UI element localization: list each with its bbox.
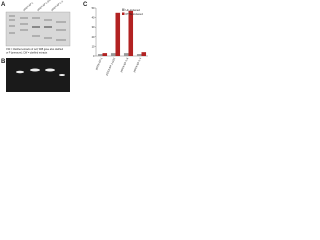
x-tick-label: pGEX-6P-1-GST [105,56,117,76]
bar [115,12,121,57]
bar [141,52,147,56]
bar [102,53,108,56]
x-tick-label: pGEX-6P-1-Y [132,56,142,72]
y-tick-label: 50 [92,6,95,10]
caption-line: or P (pressure); CW = clarified extracts [6,52,48,55]
bar [128,10,134,56]
blot-bands [16,68,65,76]
panel-c-label: C [83,2,88,8]
caption-line: CW = Clarified extracts of cell; W/B gav… [6,48,64,51]
legend-label: IPTG-induced [126,12,144,16]
gel-bands [9,15,66,41]
lane-label: pGEX-6P-1-GST [37,0,53,12]
x-tick-label: pGEX-6P-1 [94,56,103,70]
gel [5,11,71,47]
legend-swatch [122,8,125,11]
y-tick-label: 20 [92,35,95,39]
x-tick-label: pGEX-6P-1-X [119,56,129,72]
y-tick-label: 40 [92,16,95,20]
bar [110,53,116,56]
bar [97,54,103,56]
legend-swatch [122,12,125,15]
bar [123,53,129,56]
lane-label: pGEX-6P-1-X [51,0,64,12]
panel-a-label: A [1,2,6,8]
y-tick-label: 10 [92,44,95,48]
panel-b-label: B [1,59,6,65]
bar [136,54,142,56]
legend-label: Un-induced [126,8,141,12]
y-tick-label: 30 [92,25,95,29]
y-tick-label: 0 [93,54,95,58]
lane-label: pGEX-6P-1 [23,1,35,12]
